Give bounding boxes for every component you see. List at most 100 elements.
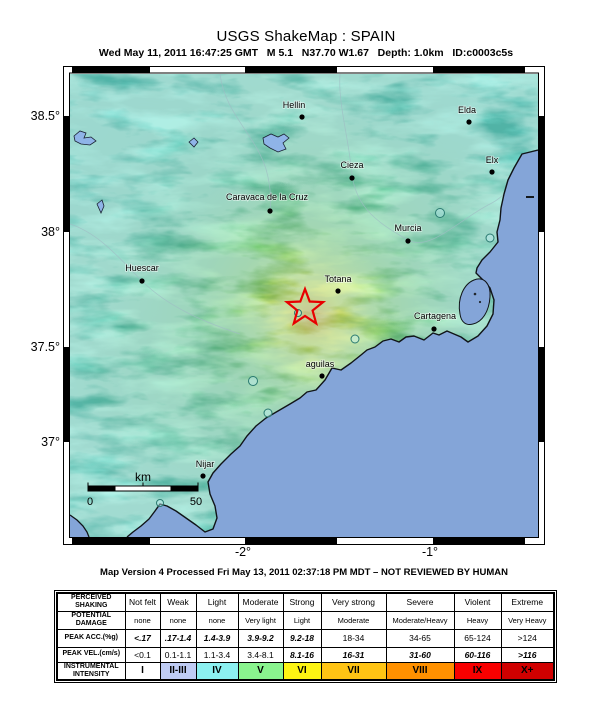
city-dot [299,114,305,120]
legend-row-header: PEAK ACC.(%g) [56,628,126,648]
city-marker[interactable]: Cartagena [413,310,457,332]
legend-cell: 1.4-3.9 [195,628,239,648]
legend-row-header: PERCEIVED SHAKING [56,592,126,612]
legend-cell: I [124,661,161,681]
legend-cell: Moderate [320,610,387,630]
map-frame [63,66,545,545]
city-label: Elx [486,155,499,165]
city-dot [267,208,273,214]
city-dot [431,326,437,332]
city-label: Murcia [394,223,421,233]
legend-cell: 65-124 [453,628,502,648]
city-marker[interactable]: Elda [457,104,477,125]
legend-cell: <0.1 [124,646,161,663]
cities-layer: Hellin Elda Cieza Elx Caravaca de la Cruz Mur… [124,99,500,479]
city-dot [319,373,325,379]
legend-cell: Very Heavy [500,610,555,630]
legend-cell: >116 [500,646,555,663]
city-label: Hellin [283,100,306,110]
city-marker[interactable]: Totana [324,273,352,294]
lon-tick-label: -1° [422,545,438,559]
city-dot [405,238,411,244]
city-marker[interactable]: Hellin [282,99,306,120]
city-marker[interactable]: Huescar [124,262,160,284]
legend-row-acc: PEAK ACC.(%g) <.17.17-1.4 1.4-3.9 3.9-9.2 9.… [56,628,555,648]
city-marker[interactable]: Murcia [394,222,422,244]
scale-km-label: km [135,470,151,484]
legend-cell: 18-34 [320,628,387,648]
legend-cell: VII [320,661,387,681]
sea-island-dash [526,196,534,198]
intensity-legend-table: PERCEIVED SHAKING Not felt Weak Light Moderat… [56,592,555,682]
legend-cell: Light [195,592,239,612]
city-marker[interactable]: Nijar [195,458,215,479]
city-label: Caravaca de la Cruz [226,192,309,202]
legend-cell: Strong [282,592,322,612]
page-title: USGS ShakeMap : SPAIN [216,28,396,45]
lagoon [458,278,491,325]
city-label: Cartagena [414,311,456,321]
lagoon-island [473,292,477,296]
legend-cell: >124 [500,628,555,648]
legend-row-vel: PEAK VEL.(cm/s) <0.1 0.1-1.1 1.1-3.4 3.4-8.1… [56,646,555,663]
legend-cell: 9.2-18 [282,628,322,648]
legend-cell: 3.4-8.1 [237,646,284,663]
legend-cell: .17-1.4 [159,628,197,648]
scale-zero-label: 0 [87,496,93,508]
lat-tick-label: 38° [41,225,60,239]
legend-row-header: POTENTIAL DAMAGE [56,610,126,630]
intensity-legend: PERCEIVED SHAKING Not felt Weak Light Moderat… [54,590,557,684]
reservoir-circles [156,208,495,507]
legend-cell: II-III [159,661,197,681]
coastline [126,149,538,537]
legend-cell: Violent [453,592,502,612]
legend-cell: 0.1-1.1 [159,646,197,663]
legend-cell: 8.1-16 [282,646,322,663]
legend-row-header: INSTRUMENTAL INTENSITY [56,661,126,681]
shakemap-map[interactable]: Hellin Elda Cieza Elx Caravaca de la Cruz Mur… [0,0,612,585]
legend-cell: 1.1-3.4 [195,646,239,663]
legend-cell: 31-60 [385,646,455,663]
axis-labels: 38.5° 38° 37.5° 37° -2° -1° [31,109,438,559]
epicenter-star[interactable] [283,285,327,326]
city-label: Elda [458,105,476,115]
scale-end-label: 50 [190,496,202,508]
lakes [73,130,290,214]
city-marker[interactable]: Cieza [340,159,364,181]
city-marker[interactable]: Elx [485,154,500,175]
legend-cell: V [237,661,284,681]
legend-cell: IX [453,661,502,681]
legend-cell: none [159,610,197,630]
legend-cell: VIII [385,661,455,681]
legend-row-shaking: PERCEIVED SHAKING Not felt Weak Light Moderat… [56,592,555,612]
legend-row-damage: POTENTIAL DAMAGE none none none Very light Lig… [56,610,555,630]
legend-row-header: PEAK VEL.(cm/s) [56,646,126,663]
legend-cell: 3.9-9.2 [237,628,284,648]
legend-cell: Very light [237,610,284,630]
legend-row-intensity: INSTRUMENTAL INTENSITY I II-III IV V VI VII VIII… [56,661,555,681]
lat-tick-label: 37° [41,435,60,449]
scale-bar: km 0 50 [87,470,202,508]
city-dot [200,473,206,479]
city-dot [349,175,355,181]
version-line: Map Version 4 Processed Fri May 13, 2011… [100,567,508,578]
legend-cell: IV [195,661,239,681]
city-label: aguilas [306,359,335,369]
city-marker[interactable]: aguilas [305,358,336,379]
city-marker[interactable]: Caravaca de la Cruz [225,191,309,214]
lat-tick-label: 38.5° [31,109,60,123]
city-label: Huescar [125,263,159,273]
lon-tick-label: -2° [235,545,251,559]
legend-cell: Severe [385,592,455,612]
legend-cell: <.17 [124,628,161,648]
legend-cell: Extreme [500,592,555,612]
city-dot [335,288,341,294]
legend-cell: Very strong [320,592,387,612]
city-label: Totana [324,274,351,284]
legend-cell: Moderate/Heavy [385,610,455,630]
city-label: Nijar [196,459,215,469]
legend-cell: none [124,610,161,630]
legend-cell: Not felt [124,592,161,612]
legend-cell: Moderate [237,592,284,612]
